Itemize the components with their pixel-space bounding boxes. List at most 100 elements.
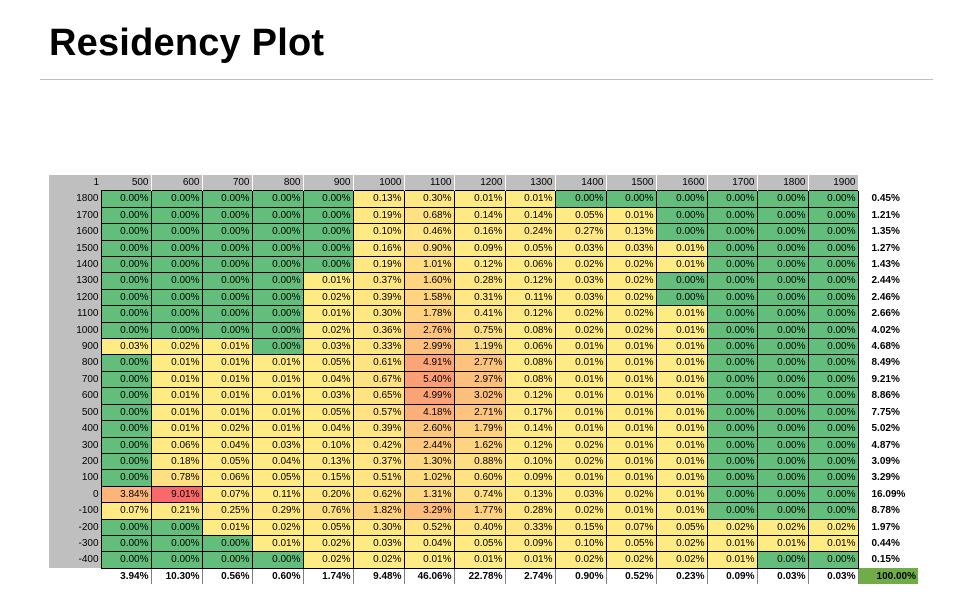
heatmap-cell: 2.97% (453, 370, 506, 389)
column-total: 1.74% (303, 568, 354, 585)
heatmap-cell: 0.02% (554, 305, 607, 323)
heatmap-cell: 0.33% (504, 518, 556, 536)
heatmap-cell: 0.02% (605, 551, 657, 569)
heatmap-cell: 0.02% (251, 518, 304, 536)
heatmap-cell: 0.24% (504, 223, 556, 241)
heatmap-cell: 0.00% (100, 190, 152, 208)
heatmap-cell: 0.00% (302, 239, 354, 258)
column-header: 1700 (707, 175, 758, 191)
heatmap-cell: 1.62% (453, 436, 506, 454)
heatmap-cell: 2.77% (453, 354, 506, 372)
heatmap-cell: 0.00% (706, 338, 758, 356)
row-label: 1300 (49, 272, 101, 290)
heatmap-cell: 0.03% (554, 272, 607, 290)
heatmap-cell: 0.00% (655, 272, 708, 290)
heatmap-cell: 0.16% (453, 223, 506, 241)
heatmap-cell: 0.00% (100, 288, 152, 307)
heatmap-cell: 0.00% (201, 239, 253, 258)
heatmap-cell: 0.68% (403, 206, 455, 225)
heatmap-cell: 0.01% (201, 354, 253, 372)
table-row: 1800 0.00% 0.00% 0.00% 0.00% 0.00% 0.13% 0.30% 0… (49, 190, 918, 208)
heatmap-cell: 5.40% (403, 370, 455, 389)
grand-total: 100.00% (858, 568, 918, 585)
table-row: -100 0.07% 0.21% 0.25% 0.29% 0.76% 1.82% 3.29% 1… (49, 502, 918, 520)
column-total: 0.90% (555, 568, 607, 585)
row-label: -200 (49, 519, 101, 536)
heatmap-cell: 0.00% (201, 223, 253, 241)
table-row: 1400 0.00% 0.00% 0.00% 0.00% 0.00% 0.19% 1.01% 0… (49, 256, 918, 274)
heatmap-cell: 0.16% (352, 239, 405, 258)
column-total: 0.09% (707, 568, 758, 585)
heatmap-cell: 0.00% (706, 469, 758, 487)
row-label: 800 (49, 354, 101, 372)
heatmap-cell: 0.03% (302, 387, 354, 405)
heatmap-cell: 0.02% (554, 321, 607, 340)
heatmap-cell: 0.14% (504, 206, 556, 225)
row-label: 500 (49, 404, 101, 421)
table-row: -200 0.00% 0.00% 0.01% 0.02% 0.05% 0.30% 0.52% 0… (49, 518, 918, 536)
heatmap-cell: 0.12% (453, 256, 506, 274)
heatmap-cell: 0.14% (453, 206, 506, 225)
heatmap-cell: 0.00% (807, 551, 859, 569)
heatmap-cell: 0.01% (605, 420, 657, 438)
heatmap-cell: 0.01% (655, 387, 708, 405)
heatmap-cell: 0.00% (807, 452, 859, 471)
heatmap-cell: 0.00% (100, 403, 152, 422)
table-row: 800 0.00% 0.01% 0.01% 0.01% 0.05% 0.61% 4.91% 2.… (49, 354, 918, 372)
column-total: 0.60% (252, 568, 304, 585)
heatmap-cell: 0.01% (201, 387, 253, 405)
heatmap-cell: 0.02% (554, 551, 607, 569)
heatmap-cell: 1.30% (403, 452, 455, 471)
heatmap-cell: 0.05% (201, 452, 253, 471)
heatmap-cell: 4.18% (403, 403, 455, 422)
table-row: 1700 0.00% 0.00% 0.00% 0.00% 0.00% 0.19% 0.68% 0… (49, 206, 918, 225)
heatmap-cell: 0.07% (605, 518, 657, 536)
heatmap-cell: 2.60% (403, 420, 455, 438)
heatmap-cell: 0.01% (201, 518, 253, 536)
heatmap-cell: 0.10% (504, 452, 556, 471)
heatmap-cell: 0.01% (655, 436, 708, 454)
heatmap-cell: 0.67% (352, 370, 405, 389)
heatmap-cell: 0.00% (706, 452, 758, 471)
column-header: 600 (151, 175, 203, 191)
heatmap-cell: 0.00% (100, 256, 152, 274)
row-label: 1600 (49, 223, 101, 241)
heatmap-cell: 0.06% (201, 469, 253, 487)
heatmap-cell: 0.00% (756, 420, 809, 438)
table-row: 1600 0.00% 0.00% 0.00% 0.00% 0.00% 0.10% 0.46% 0… (49, 223, 918, 241)
heatmap-cell: 0.00% (756, 256, 809, 274)
heatmap-cell: 0.62% (352, 485, 405, 504)
heatmap-cell: 0.01% (605, 403, 657, 422)
table-row: 1100 0.00% 0.00% 0.00% 0.00% 0.01% 0.30% 1.78% 0… (49, 305, 918, 323)
heatmap-cell: 0.01% (655, 469, 708, 487)
heatmap-cell: 0.00% (100, 387, 152, 405)
heatmap-cell: 0.04% (302, 370, 354, 389)
heatmap-cell: 0.00% (807, 387, 859, 405)
row-total: 1.21% (871, 209, 900, 221)
row-label: -100 (49, 502, 101, 520)
heatmap-cell: 0.02% (150, 338, 203, 356)
heatmap-cell: 0.00% (756, 502, 809, 520)
heatmap-cell: 0.00% (706, 272, 758, 290)
heatmap-cell: 0.01% (605, 370, 657, 389)
heatmap-cell: 0.01% (201, 370, 253, 389)
heatmap-cell: 0.00% (706, 206, 758, 225)
heatmap-cell: 0.00% (756, 485, 809, 504)
heatmap-cell: 0.01% (453, 190, 506, 208)
row-total: 3.09% (871, 455, 900, 467)
heatmap-cell: 0.01% (201, 403, 253, 422)
heatmap-cell: 0.00% (756, 223, 809, 241)
heatmap-cell: 0.00% (150, 239, 203, 258)
column-header: 1900 (808, 175, 859, 191)
heatmap-cell: 0.00% (100, 305, 152, 323)
column-total: 0.56% (202, 568, 253, 585)
heatmap-cell: 0.10% (302, 436, 354, 454)
heatmap-cell: 0.37% (352, 272, 405, 290)
row-total: 8.49% (871, 357, 900, 369)
heatmap-cell: 3.84% (100, 485, 152, 504)
heatmap-cell: 0.01% (150, 354, 203, 372)
heatmap-cell: 0.18% (150, 452, 203, 471)
heatmap-cell: 0.12% (504, 436, 556, 454)
heatmap-cell: 0.01% (453, 551, 506, 569)
row-total: 4.87% (871, 439, 900, 451)
